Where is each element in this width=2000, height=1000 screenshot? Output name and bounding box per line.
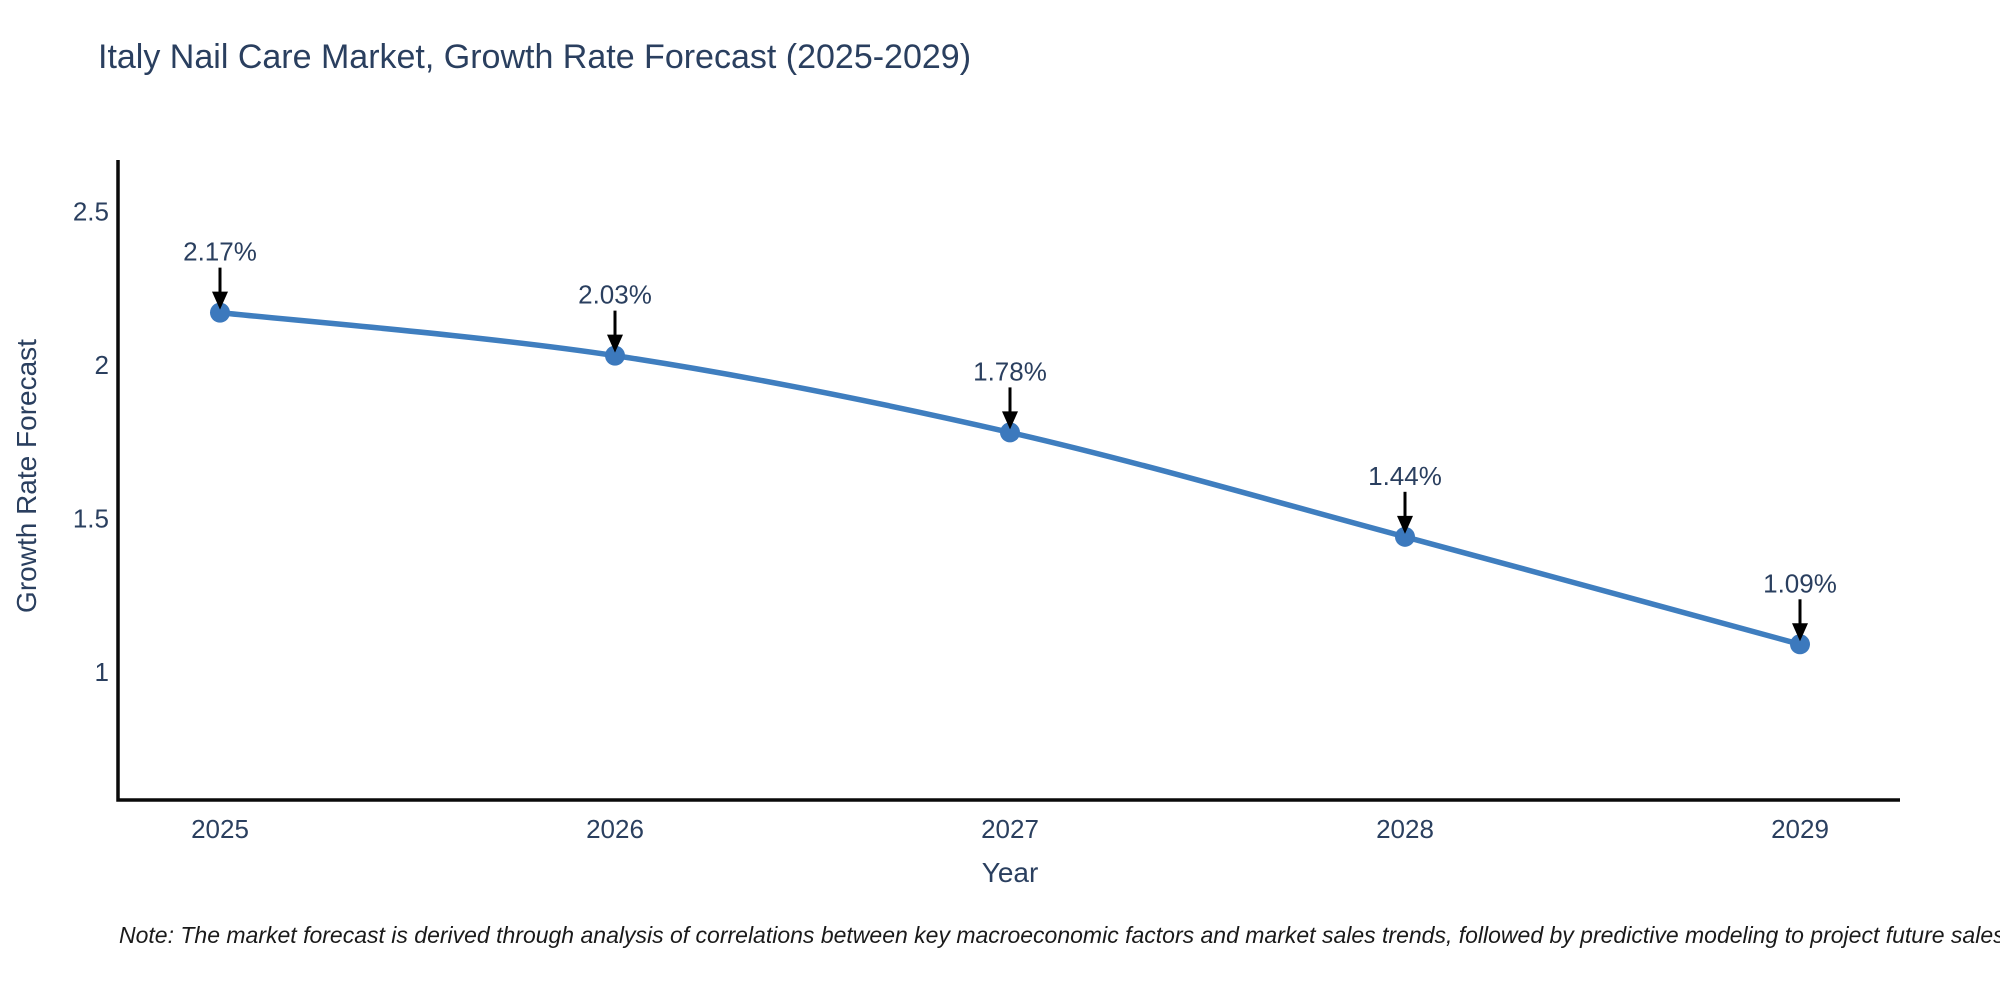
annotation-arrow-head	[1002, 411, 1018, 430]
annotation-label: 1.78%	[973, 356, 1047, 386]
y-axis-title: Growth Rate Forecast	[11, 339, 42, 613]
data-point-marker	[210, 302, 230, 323]
x-tick-label: 2028	[1376, 814, 1434, 844]
chart-title: Italy Nail Care Market, Growth Rate Fore…	[98, 38, 972, 76]
footnote: Note: The market forecast is derived thr…	[119, 922, 2000, 948]
data-point-marker	[1395, 526, 1415, 547]
x-tick-label: 2026	[586, 814, 644, 844]
annotation-arrow-head	[1397, 515, 1413, 534]
data-point-marker	[1790, 634, 1810, 655]
y-tick-label: 2.5	[73, 196, 109, 226]
annotation-label: 2.03%	[578, 280, 652, 310]
data-point-marker	[605, 345, 625, 366]
annotation-arrow-head	[1792, 623, 1808, 642]
annotation-label: 2.17%	[183, 237, 257, 267]
x-tick-label: 2029	[1771, 814, 1829, 844]
y-tick-label: 2	[95, 350, 109, 380]
annotation-label: 1.09%	[1763, 568, 1837, 598]
y-tick-label: 1	[95, 657, 109, 687]
x-axis-title: Year	[981, 857, 1039, 888]
x-tick-label: 2025	[191, 814, 249, 844]
data-point-marker	[1000, 422, 1020, 443]
x-tick-label: 2027	[981, 814, 1039, 844]
annotation-label: 1.44%	[1368, 461, 1442, 491]
annotation-arrow-head	[607, 334, 623, 353]
axis-line	[116, 160, 1900, 802]
annotation-arrow-head	[212, 291, 228, 310]
y-tick-label: 1.5	[73, 503, 109, 533]
